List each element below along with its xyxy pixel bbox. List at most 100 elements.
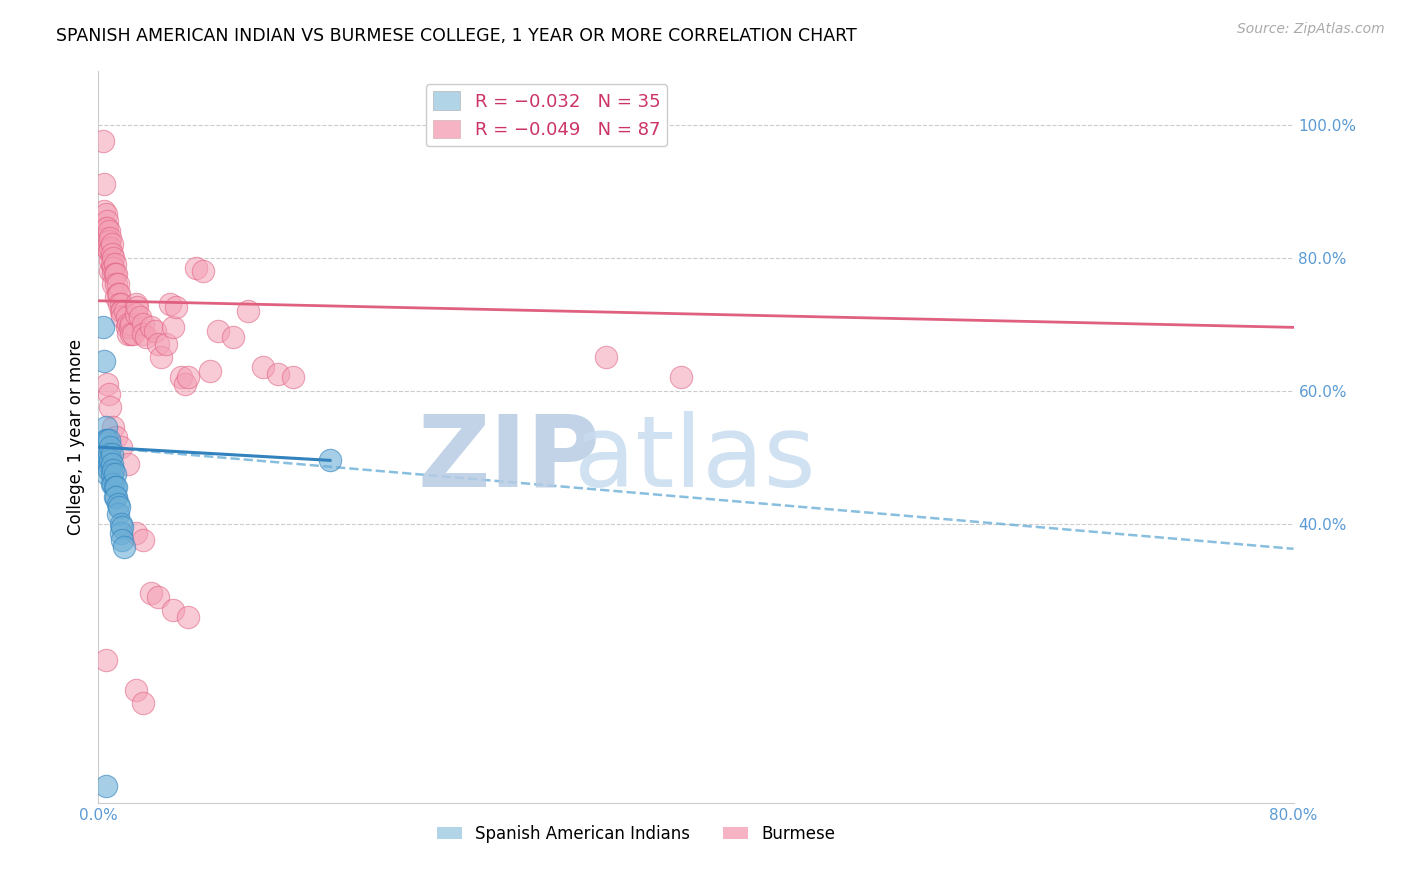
Point xyxy=(98,253,122,268)
Point xyxy=(120,317,142,331)
Point xyxy=(191,264,214,278)
Point xyxy=(101,247,124,261)
Point xyxy=(669,370,692,384)
Text: ZIP: ZIP xyxy=(418,410,600,508)
Point xyxy=(177,370,200,384)
Point xyxy=(96,214,118,228)
Point xyxy=(103,251,125,265)
Point xyxy=(162,320,184,334)
Point xyxy=(165,301,187,315)
Point xyxy=(97,457,120,471)
Point xyxy=(148,337,170,351)
Point xyxy=(252,360,274,375)
Point xyxy=(103,476,125,491)
Point xyxy=(103,277,125,292)
Point xyxy=(104,267,127,281)
Point xyxy=(150,351,173,365)
Point xyxy=(101,457,124,471)
Point xyxy=(94,420,117,434)
Point xyxy=(97,434,120,448)
Point xyxy=(96,230,118,244)
Point xyxy=(222,330,245,344)
Legend: Spanish American Indians, Burmese: Spanish American Indians, Burmese xyxy=(430,818,842,849)
Point xyxy=(104,480,127,494)
Point xyxy=(110,303,132,318)
Point xyxy=(94,207,117,221)
Point xyxy=(97,463,120,477)
Point xyxy=(98,453,122,467)
Point xyxy=(125,297,148,311)
Point xyxy=(107,497,129,511)
Point xyxy=(104,467,127,481)
Point xyxy=(96,453,118,467)
Point xyxy=(281,370,304,384)
Point xyxy=(101,237,124,252)
Point xyxy=(117,457,139,471)
Point xyxy=(125,682,148,697)
Point xyxy=(105,480,128,494)
Point xyxy=(111,303,134,318)
Point xyxy=(101,257,124,271)
Point xyxy=(111,533,134,548)
Point xyxy=(108,287,131,301)
Y-axis label: College, 1 year or more: College, 1 year or more xyxy=(66,339,84,535)
Point xyxy=(96,376,118,391)
Point xyxy=(595,351,617,365)
Point xyxy=(112,540,135,554)
Point xyxy=(105,277,128,292)
Point xyxy=(110,297,132,311)
Point xyxy=(177,609,200,624)
Text: Source: ZipAtlas.com: Source: ZipAtlas.com xyxy=(1237,22,1385,37)
Point xyxy=(101,467,124,481)
Point xyxy=(169,370,191,384)
Point xyxy=(110,516,132,531)
Point xyxy=(103,463,125,477)
Point xyxy=(101,447,124,461)
Point xyxy=(108,297,131,311)
Point xyxy=(96,434,118,448)
Point xyxy=(103,267,125,281)
Point xyxy=(174,376,197,391)
Point xyxy=(125,307,148,321)
Point xyxy=(96,467,118,481)
Point xyxy=(155,337,177,351)
Point xyxy=(97,447,120,461)
Point xyxy=(118,320,141,334)
Point xyxy=(139,586,162,600)
Point xyxy=(129,310,152,325)
Point xyxy=(93,178,115,192)
Point xyxy=(267,367,290,381)
Point xyxy=(96,220,118,235)
Point xyxy=(132,326,155,341)
Point xyxy=(105,290,128,304)
Point xyxy=(143,324,166,338)
Point xyxy=(111,520,134,534)
Point xyxy=(104,490,127,504)
Point xyxy=(97,387,120,401)
Point xyxy=(207,324,229,338)
Point xyxy=(117,317,139,331)
Point xyxy=(117,326,139,341)
Point xyxy=(114,303,136,318)
Point xyxy=(93,204,115,219)
Point xyxy=(121,326,143,341)
Point xyxy=(103,420,125,434)
Point xyxy=(236,303,259,318)
Point xyxy=(107,507,129,521)
Point xyxy=(115,310,138,325)
Point xyxy=(105,267,128,281)
Point xyxy=(184,260,207,275)
Point xyxy=(319,453,342,467)
Text: atlas: atlas xyxy=(574,410,815,508)
Point xyxy=(115,320,138,334)
Point xyxy=(96,447,118,461)
Point xyxy=(96,241,118,255)
Point xyxy=(148,590,170,604)
Point xyxy=(104,257,127,271)
Point xyxy=(97,224,120,238)
Point xyxy=(94,653,117,667)
Point xyxy=(94,434,117,448)
Point xyxy=(91,134,114,148)
Point xyxy=(98,264,122,278)
Point xyxy=(110,526,132,541)
